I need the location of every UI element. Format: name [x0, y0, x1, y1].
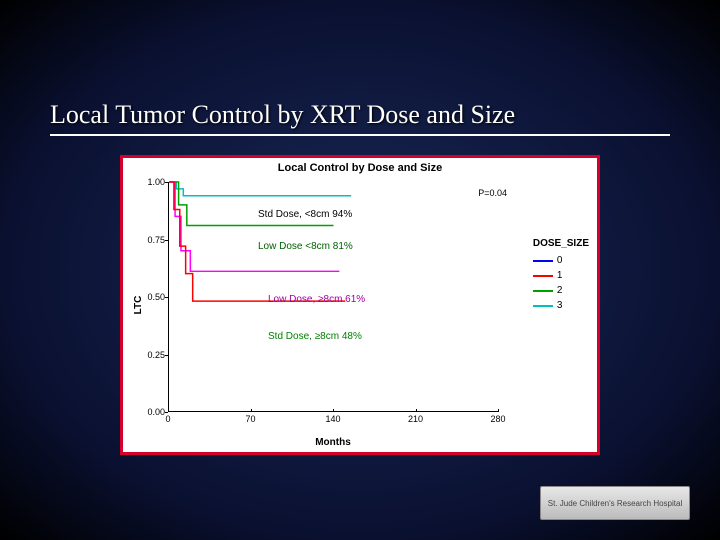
slide-title-block: Local Tumor Control by XRT Dose and Size [50, 100, 670, 136]
legend-item: 3 [533, 300, 589, 311]
legend: DOSE_SIZE 0 1 2 3 [533, 238, 589, 315]
title-underline [50, 134, 670, 136]
km-curve [169, 182, 351, 196]
x-tick-label: 210 [408, 414, 423, 424]
y-tick-mark [165, 412, 168, 413]
y-tick-mark [165, 182, 168, 183]
series-annotation: Std Dose, ≥8cm 48% [268, 331, 362, 342]
legend-item: 2 [533, 285, 589, 296]
x-axis-label: Months [168, 437, 498, 448]
y-tick-label: 0.00 [145, 407, 165, 417]
series-annotation: Low Dose, ≥8cm 61% [268, 294, 365, 305]
legend-label: 3 [557, 300, 563, 311]
chart-inner: Local Control by Dose and Size LTC Month… [123, 158, 597, 452]
logo-text: St. Jude Children's Research Hospital [548, 499, 682, 508]
series-annotation: Low Dose <8cm 81% [258, 241, 353, 252]
chart-title: Local Control by Dose and Size [123, 162, 597, 174]
legend-label: 0 [557, 255, 563, 266]
chart-frame: Local Control by Dose and Size LTC Month… [120, 155, 600, 455]
x-tick-mark [416, 409, 417, 412]
x-tick-mark [498, 409, 499, 412]
legend-swatch [533, 305, 553, 307]
x-tick-label: 70 [245, 414, 255, 424]
legend-swatch [533, 260, 553, 262]
y-tick-label: 0.25 [145, 350, 165, 360]
x-tick-mark [251, 409, 252, 412]
x-tick-label: 280 [490, 414, 505, 424]
y-tick-label: 1.00 [145, 177, 165, 187]
y-axis-label: LTC [133, 296, 144, 315]
y-tick-label: 0.75 [145, 235, 165, 245]
legend-label: 2 [557, 285, 563, 296]
series-annotation: Std Dose, <8cm 94% [258, 209, 352, 220]
y-tick-mark [165, 297, 168, 298]
legend-title: DOSE_SIZE [533, 238, 589, 249]
x-tick-label: 140 [325, 414, 340, 424]
legend-item: 0 [533, 255, 589, 266]
y-tick-label: 0.50 [145, 292, 165, 302]
x-tick-mark [168, 409, 169, 412]
x-tick-label: 0 [165, 414, 170, 424]
hospital-logo: St. Jude Children's Research Hospital [540, 486, 690, 520]
legend-swatch [533, 275, 553, 277]
x-tick-mark [333, 409, 334, 412]
legend-label: 1 [557, 270, 563, 281]
y-tick-mark [165, 355, 168, 356]
y-tick-mark [165, 240, 168, 241]
legend-swatch [533, 290, 553, 292]
legend-item: 1 [533, 270, 589, 281]
slide-title: Local Tumor Control by XRT Dose and Size [50, 100, 670, 130]
